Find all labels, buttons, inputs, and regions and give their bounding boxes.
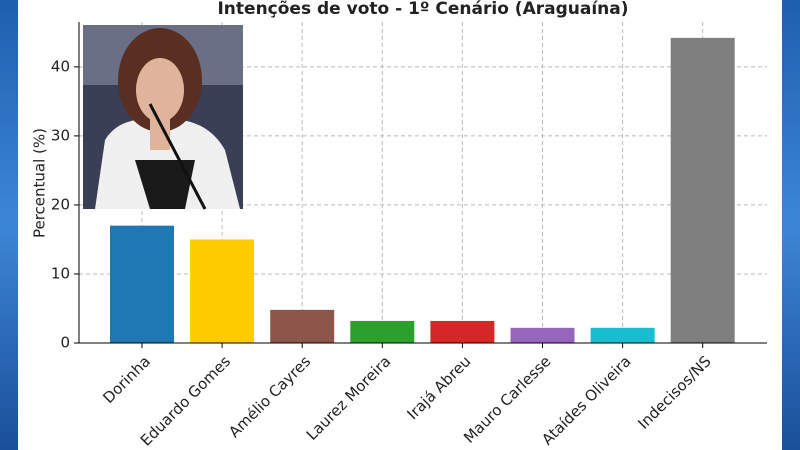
chart-title: Intenções de voto - 1º Cenário (Araguaín…	[217, 0, 628, 19]
left-border	[0, 0, 18, 450]
bar	[190, 239, 255, 343]
bar	[270, 309, 335, 343]
y-axis-label: Percentual (%)	[31, 128, 49, 238]
bar	[430, 320, 495, 343]
photo	[83, 25, 243, 210]
bar	[510, 327, 575, 343]
bar	[350, 320, 415, 343]
y-tick-label: 30	[51, 126, 70, 144]
bar	[110, 225, 174, 343]
right-border	[782, 0, 800, 450]
y-tick-label: 40	[51, 57, 70, 75]
y-tick-label: 20	[51, 195, 70, 213]
bar	[590, 327, 655, 343]
bar	[670, 37, 735, 344]
y-tick-label: 10	[51, 264, 70, 282]
y-tick-label: 0	[60, 334, 70, 352]
